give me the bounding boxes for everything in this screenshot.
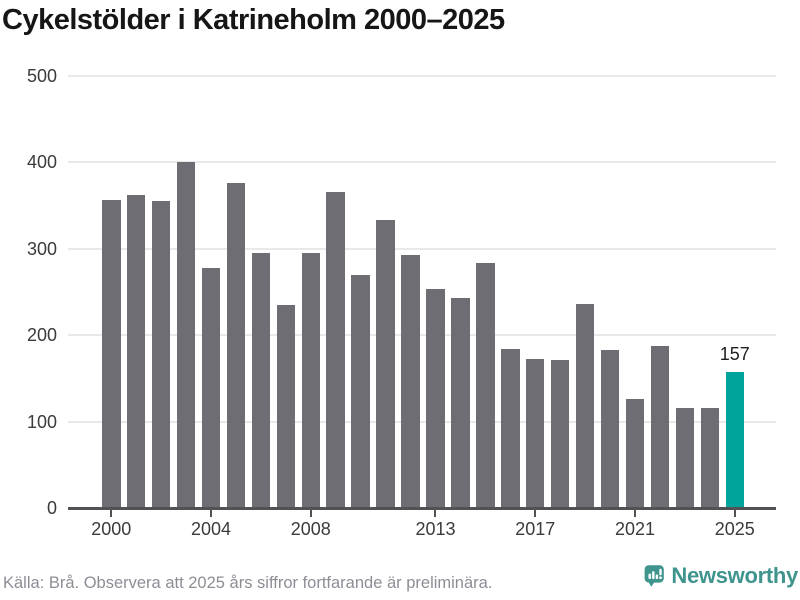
bar-2020: [600, 349, 620, 508]
bar-2009: [326, 191, 345, 508]
bar-2025: [725, 372, 744, 508]
y-axis-label-300: 300: [26, 238, 57, 259]
brand-name: Newsworthy: [671, 563, 798, 588]
bar-2001: [126, 195, 146, 508]
bar-2023: [675, 407, 695, 508]
bar-2017: [525, 359, 545, 508]
y-axis-label-100: 100: [26, 411, 57, 432]
bar-2003: [176, 162, 196, 508]
x-axis-tick-2008: [309, 509, 312, 517]
bar-2024: [700, 407, 720, 508]
x-axis-tick-2021: [633, 509, 636, 517]
bar-2013: [426, 289, 445, 508]
bar-2016: [501, 349, 520, 508]
bar-2006: [251, 253, 271, 508]
x-axis-label-2017: 2017: [515, 519, 556, 539]
bar-2007: [276, 304, 296, 508]
bar-2019: [575, 304, 595, 508]
bar-2004: [201, 267, 221, 508]
x-axis-label-2025: 2025: [714, 519, 755, 539]
bar-2014: [451, 298, 470, 508]
y-axis-label-500: 500: [26, 66, 57, 86]
y-axis-label-200: 200: [26, 325, 57, 346]
value-label-2025: 157: [719, 344, 750, 365]
y-axis-label-0: 0: [46, 498, 57, 518]
x-axis-label-2013: 2013: [415, 519, 456, 539]
y-axis-label-400: 400: [26, 152, 57, 173]
x-axis-tick-2017: [534, 509, 537, 517]
bar-2022: [650, 346, 670, 508]
gridline-500: [68, 75, 776, 77]
bar-2012: [401, 254, 420, 508]
bar-2011: [376, 220, 395, 508]
x-axis-line: [68, 507, 776, 510]
bar-2021: [625, 399, 645, 508]
x-axis-tick-2000: [110, 509, 113, 517]
gridline-400: [68, 161, 776, 164]
bar-2000: [102, 199, 121, 508]
gridline-100: [68, 420, 776, 423]
gridline-200: [68, 334, 776, 337]
bar-2002: [151, 201, 171, 508]
bar-2015: [476, 262, 495, 508]
x-axis-label-2004: 2004: [190, 519, 232, 539]
bar-2010: [351, 274, 370, 508]
x-axis-tick-2025: [733, 509, 736, 517]
x-axis-tick-2013: [434, 509, 437, 517]
bar-2005: [226, 183, 246, 508]
bar-2008: [301, 253, 321, 508]
chart-title: Cykelstölder i Katrineholm 2000–2025: [2, 4, 505, 36]
x-axis-label-2000: 2000: [91, 519, 132, 539]
newsworthy-brand: Newsworthy: [644, 558, 798, 594]
newsworthy-logo-icon: [644, 565, 664, 587]
x-axis-label-2021: 2021: [614, 519, 655, 539]
x-axis-label-2008: 2008: [290, 519, 331, 539]
source-note: Källa: Brå. Observera att 2025 års siffr…: [3, 574, 493, 592]
bar-2018: [550, 360, 570, 508]
gridline-300: [68, 247, 776, 250]
x-axis-tick-2004: [210, 509, 212, 517]
